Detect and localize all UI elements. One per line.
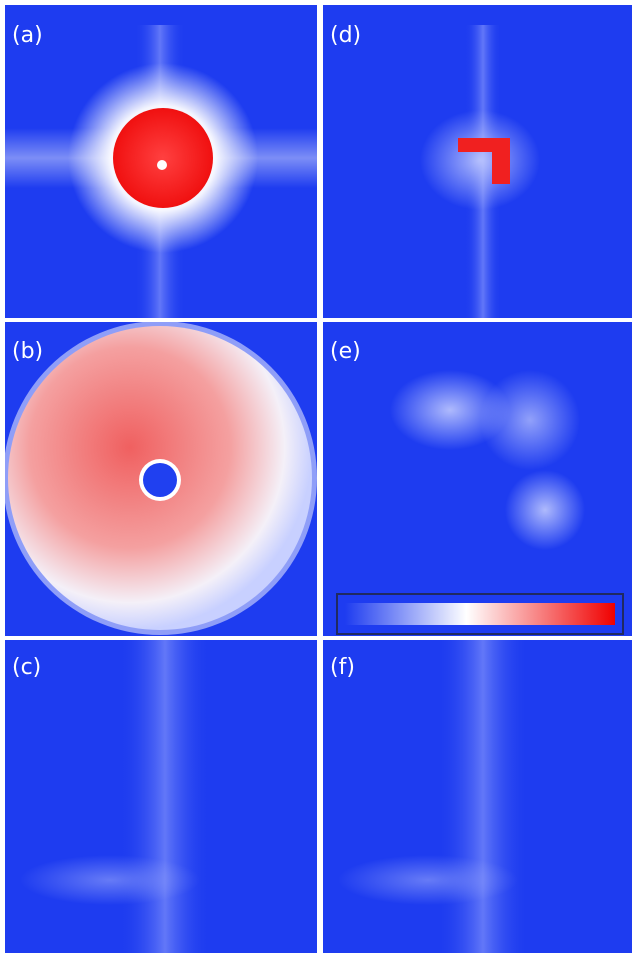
panel-d: (d) xyxy=(323,5,632,318)
panel-label: (a) xyxy=(12,23,43,48)
panel-b: (b) xyxy=(3,321,317,636)
panel-label: (f) xyxy=(330,655,355,680)
panel-f: (f) xyxy=(323,640,632,953)
figure: (a) (b) (c) (d) (e) xyxy=(0,0,632,953)
panel-label: (d) xyxy=(330,23,361,48)
panel-a: (a) xyxy=(5,5,317,318)
panel-label: (b) xyxy=(12,339,43,364)
panel-label: (e) xyxy=(330,339,361,364)
panel-e: (e) xyxy=(323,322,632,636)
panel-c: (c) xyxy=(5,640,317,953)
panel-label: (c) xyxy=(12,655,41,680)
page: (a) (b) (c) (d) (e) xyxy=(0,0,632,953)
